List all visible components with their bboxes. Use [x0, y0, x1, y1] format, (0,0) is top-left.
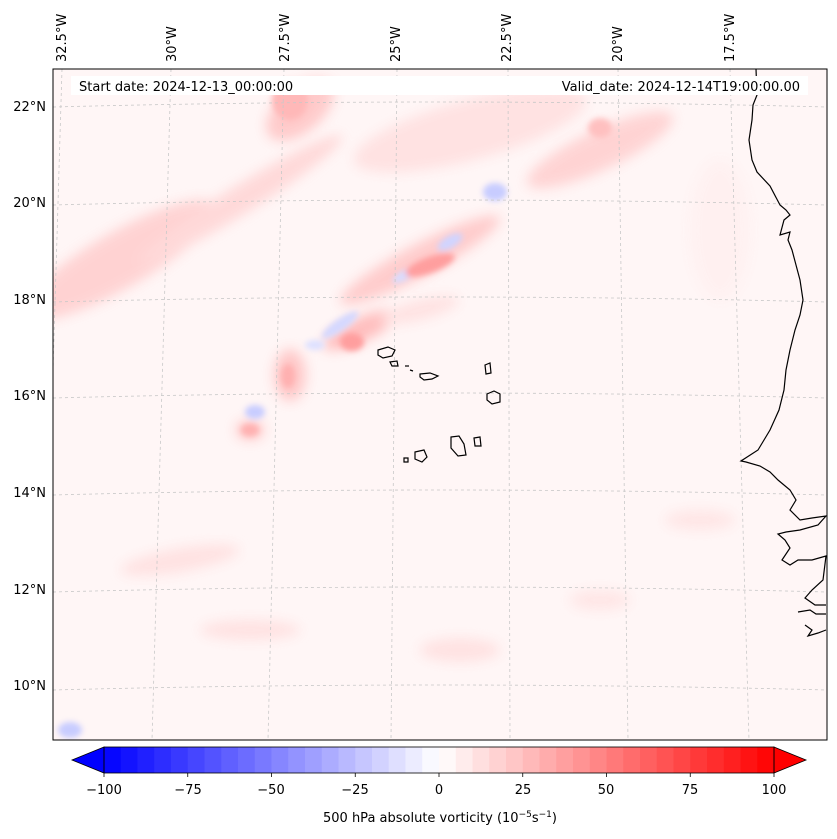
- colorbar-tick-label: −100: [86, 783, 122, 798]
- lat-label: 22°N: [13, 100, 46, 115]
- graticule: [53, 69, 827, 740]
- colorbar-segment: [388, 747, 406, 773]
- colorbar-segment: [120, 747, 138, 773]
- colorbar-tick-label: −50: [257, 783, 284, 798]
- lon-label: 20°W: [611, 26, 626, 62]
- colorbar-segment: [204, 747, 222, 773]
- colorbar-title-main: 500 hPa absolute vorticity (10: [323, 811, 519, 826]
- colorbar-segment: [640, 747, 658, 773]
- colorbar-segment: [506, 747, 524, 773]
- colorbar-segment: [187, 747, 205, 773]
- colorbar-segment: [723, 747, 741, 773]
- colorbar-segment: [472, 747, 490, 773]
- colorbar-segment: [707, 747, 725, 773]
- colorbar-segment: [288, 747, 306, 773]
- colorbar-segment: [656, 747, 674, 773]
- lon-label: 30°W: [165, 26, 180, 62]
- colorbar-segment: [271, 747, 289, 773]
- lon-label: 22.5°W: [500, 14, 515, 62]
- colorbar-segment: [539, 747, 557, 773]
- colorbar-title-exp1: −5: [519, 810, 532, 820]
- colorbar-segment: [254, 747, 272, 773]
- longitude-labels: 32.5°W 30°W 27.5°W 25°W 22.5°W 20°W 17.5…: [55, 14, 738, 62]
- colorbar-tick-label: 25: [515, 783, 532, 798]
- colorbar-segment: [455, 747, 473, 773]
- colorbar-segment: [623, 747, 641, 773]
- lat-label: 10°N: [13, 679, 46, 694]
- colorbar-segment: [338, 747, 356, 773]
- africa-coastline: [739, 69, 827, 638]
- lat-label: 20°N: [13, 196, 46, 211]
- vorticity-field: [53, 69, 827, 740]
- lat-label: 12°N: [13, 583, 46, 598]
- colorbar-segment: [690, 747, 708, 773]
- colorbar: −100 −75 −50 −25 0 25 50 75 100 500 hPa …: [70, 746, 808, 826]
- colorbar-segment: [522, 747, 540, 773]
- colorbar-segment: [573, 747, 591, 773]
- colorbar-segments: [104, 747, 775, 773]
- latitude-labels: 22°N 20°N 18°N 16°N 14°N 12°N 10°N: [13, 100, 46, 694]
- colorbar-segment: [154, 747, 172, 773]
- colorbar-segment: [589, 747, 607, 773]
- lon-label: 32.5°W: [55, 14, 70, 62]
- colorbar-segment: [422, 747, 440, 773]
- cape-verde-islands: [377, 346, 501, 463]
- colorbar-segment: [740, 747, 758, 773]
- colorbar-tick-label: −75: [174, 783, 201, 798]
- lon-label: 25°W: [389, 26, 404, 62]
- colorbar-tick-label: 50: [598, 783, 615, 798]
- colorbar-ticks: [103, 773, 775, 777]
- map-frame: [52, 68, 828, 741]
- colorbar-tick-label: 75: [682, 783, 699, 798]
- lat-label: 16°N: [13, 389, 46, 404]
- colorbar-segment: [372, 747, 390, 773]
- colorbar-segment: [439, 747, 457, 773]
- colorbar-segment: [757, 747, 775, 773]
- colorbar-segment: [606, 747, 624, 773]
- colorbar-title-end: ): [552, 811, 557, 826]
- colorbar-segment: [405, 747, 423, 773]
- colorbar-segment: [104, 747, 122, 773]
- colorbar-segment: [489, 747, 507, 773]
- colorbar-tick-label: 0: [435, 783, 443, 798]
- colorbar-segment: [321, 747, 339, 773]
- colorbar-segment: [556, 747, 574, 773]
- colorbar-tick-label: 100: [762, 783, 787, 798]
- lat-label: 14°N: [13, 486, 46, 501]
- colorbar-tick-label: −25: [341, 783, 368, 798]
- colorbar-segment: [137, 747, 155, 773]
- colorbar-title: 500 hPa absolute vorticity (10−5s−1): [323, 810, 557, 826]
- colorbar-tick-labels: −100 −75 −50 −25 0 25 50 75 100: [86, 783, 786, 798]
- colorbar-segment: [238, 747, 256, 773]
- colorbar-segment: [221, 747, 239, 773]
- start-date-label: Start date: 2024-12-13_00:00:00: [79, 80, 293, 95]
- colorbar-segment: [355, 747, 373, 773]
- colorbar-segment: [305, 747, 323, 773]
- colorbar-title-exp2: −1: [539, 810, 552, 820]
- colorbar-title-unit: s: [532, 811, 539, 826]
- valid-date-label: Valid_date: 2024-12-14T19:00:00.00: [562, 80, 800, 95]
- colorbar-segment: [171, 747, 189, 773]
- colorbar-max-arrow: [773, 746, 808, 774]
- lon-label: 27.5°W: [278, 14, 293, 62]
- info-banner: [71, 76, 808, 95]
- colorbar-min-arrow: [70, 746, 105, 774]
- lon-label: 17.5°W: [723, 14, 738, 62]
- colorbar-segment: [673, 747, 691, 773]
- lat-label: 18°N: [13, 293, 46, 308]
